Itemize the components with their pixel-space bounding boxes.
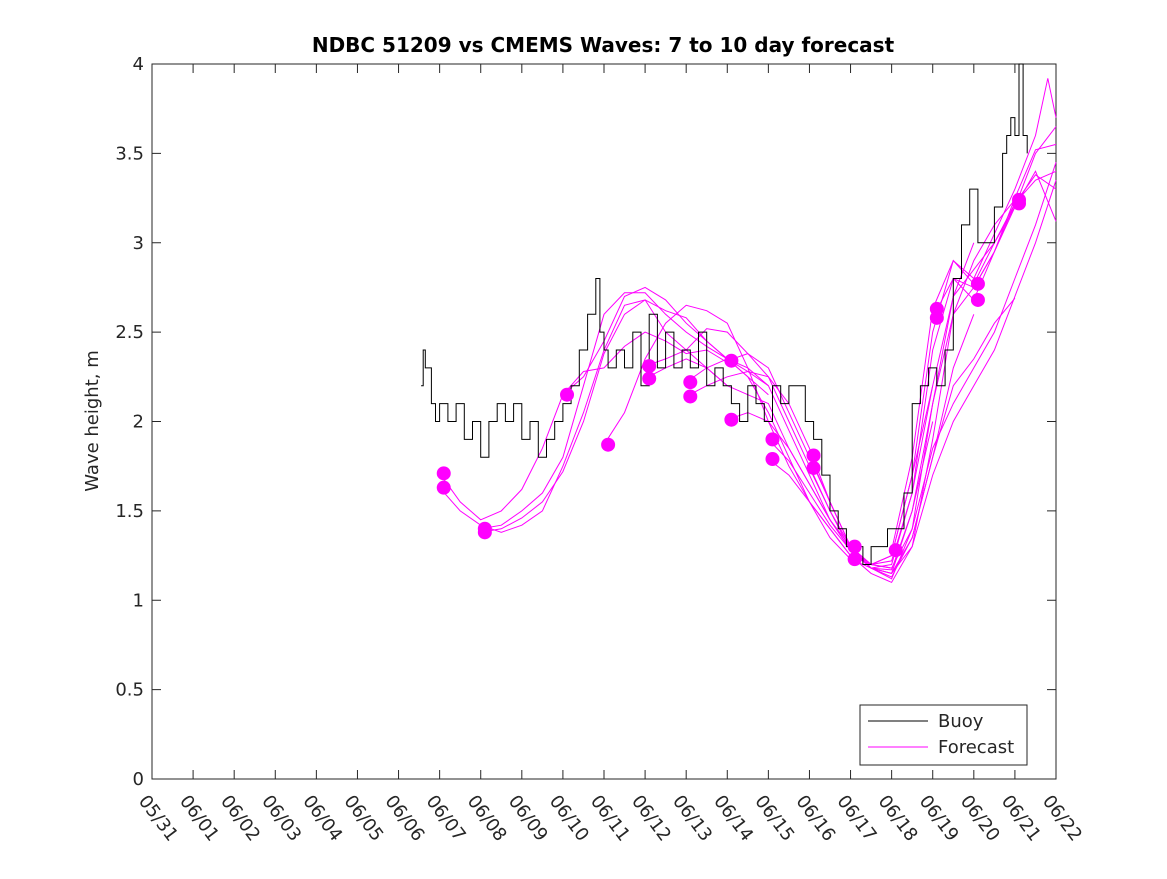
x-tick-label: 06/04: [298, 791, 346, 845]
x-tick-label: 06/19: [915, 791, 963, 845]
forecast-start-marker: [436, 466, 451, 481]
forecast-start-marker: [888, 543, 903, 558]
y-tick-label: 3: [133, 233, 144, 254]
forecast-start-marker: [929, 310, 944, 325]
x-tick-label: 06/06: [381, 791, 429, 845]
x-tick-label: 06/10: [545, 791, 593, 845]
x-tick-label: 06/14: [709, 791, 757, 845]
forecast-start-marker: [436, 480, 451, 495]
x-tick-label: 06/16: [791, 791, 839, 845]
x-tick-label: 06/01: [175, 791, 223, 845]
x-tick-label: 06/15: [750, 791, 798, 845]
y-tick-label: 3.5: [115, 143, 144, 164]
forecast-start-marker: [683, 375, 698, 390]
x-tick-label: 06/11: [586, 791, 634, 845]
y-tick-label: 2: [133, 412, 144, 433]
x-tick-label: 06/03: [257, 791, 305, 845]
forecast-start-marker: [1012, 196, 1027, 211]
forecast-run-line: [768, 162, 1057, 580]
forecast-start-marker: [847, 552, 862, 567]
y-tick-label: 0.5: [115, 680, 144, 701]
forecast-run-line: [480, 292, 769, 530]
forecast-start-marker: [601, 437, 616, 452]
forecast-run-line: [850, 78, 1057, 566]
x-tick-label: 06/05: [339, 791, 387, 845]
x-tick-label: 06/09: [504, 791, 552, 845]
chart-title: NDBC 51209 vs CMEMS Waves: 7 to 10 day f…: [312, 33, 895, 57]
y-tick-label: 0: [133, 769, 144, 790]
x-tick-label: 06/22: [1038, 791, 1086, 845]
x-tick-label: 06/18: [874, 791, 922, 845]
forecast-run-line: [768, 180, 1057, 584]
forecast-start-marker: [724, 353, 739, 368]
legend-label: Buoy: [938, 711, 984, 732]
y-tick-label: 1.5: [115, 501, 144, 522]
x-tick-label: 06/07: [422, 791, 470, 845]
forecast-start-marker: [765, 432, 780, 447]
legend: Buoy Forecast: [859, 704, 1028, 766]
legend-label: Forecast: [938, 737, 1014, 758]
plot-area: 05/3106/0106/0206/0306/0406/0506/0606/07…: [115, 54, 1086, 845]
forecast-start-marker: [560, 387, 575, 402]
forecast-start-marker: [970, 276, 985, 291]
y-tick-label: 4: [133, 54, 144, 75]
forecast-run-line: [439, 331, 728, 521]
forecast-start-marker: [477, 525, 492, 540]
forecast-start-marker: [724, 412, 739, 427]
forecast-start-marker: [806, 460, 821, 475]
forecast-start-marker: [683, 389, 698, 404]
x-tick-label: 06/17: [833, 791, 881, 845]
forecast-start-marker: [642, 359, 657, 374]
x-tick-label: 06/21: [997, 791, 1045, 845]
axes-box: [151, 63, 1057, 780]
x-tick-label: 06/20: [956, 791, 1004, 845]
forecast-start-marker: [765, 452, 780, 467]
x-tick-label: 05/31: [134, 791, 182, 845]
forecast-start-marker: [806, 448, 821, 463]
y-tick-label: 2.5: [115, 322, 144, 343]
forecast-start-marker: [847, 539, 862, 554]
buoy-line: [421, 63, 1028, 565]
x-tick-label: 06/12: [627, 791, 675, 845]
x-tick-label: 06/02: [216, 791, 264, 845]
y-axis-label: Wave height, m: [82, 350, 103, 491]
x-tick-label: 06/08: [463, 791, 511, 845]
forecast-start-marker: [642, 371, 657, 386]
legend-box: [859, 704, 1028, 766]
forecast-start-marker: [970, 292, 985, 307]
y-tick-label: 1: [133, 590, 144, 611]
x-tick-label: 06/13: [668, 791, 716, 845]
